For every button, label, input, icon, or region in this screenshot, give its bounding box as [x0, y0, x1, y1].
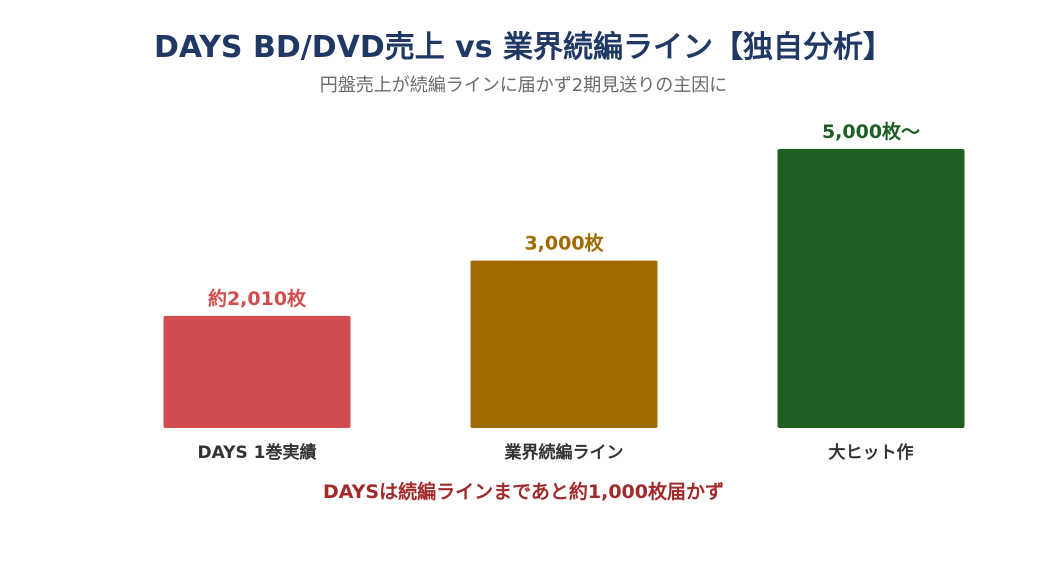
bar-3: [777, 149, 965, 428]
chart-title: DAYS BD/DVD売上 vs 業界続編ライン【独自分析】: [153, 30, 894, 65]
x-tick-label-3: 大ヒット作: [829, 442, 914, 463]
bar-value-label-3: 5,000枚〜: [822, 120, 920, 143]
x-tick-label-1: DAYS 1巻実績: [198, 442, 317, 463]
x-tick-label-2: 業界続編ライン: [505, 442, 624, 463]
chart-footnote: DAYSは続編ラインまであと約1,000枚届かず: [322, 481, 724, 503]
bar-value-label-1: 約2,010枚: [208, 287, 307, 310]
chart-subtitle: 円盤売上が続編ラインに届かず2期見送りの主因に: [319, 75, 728, 96]
bar-value-label-2: 3,000枚: [524, 232, 604, 255]
bar-1: [163, 315, 351, 428]
bar-2: [470, 260, 658, 428]
